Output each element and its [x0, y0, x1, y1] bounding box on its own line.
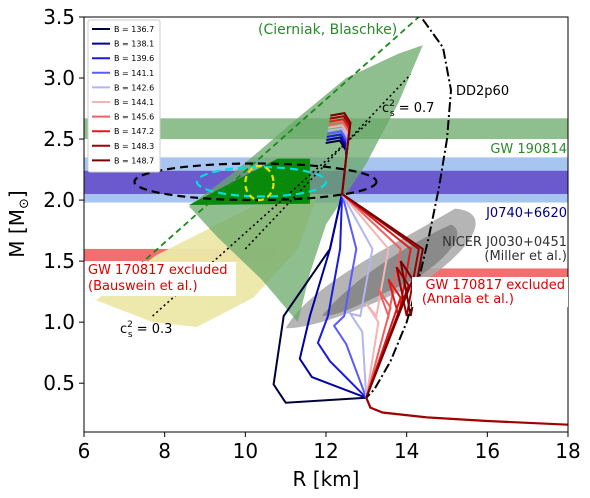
ellipse-cyan: [195, 166, 328, 198]
legend-label: B = 141.1: [114, 69, 154, 78]
curve-1441: [328, 124, 390, 398]
curve-1411: [327, 130, 368, 399]
annotation-gw170817-right-2: (Annala et al.): [422, 292, 514, 307]
curve-1381: [298, 136, 367, 399]
x-tick-label: 8: [158, 439, 171, 463]
y-tick-label: 1.0: [43, 310, 75, 334]
annotation-gw190814: GW 190814: [490, 142, 567, 157]
y-tick-label: 3.0: [43, 66, 75, 90]
x-axis-label: R [km]: [293, 467, 360, 491]
y-tick-label: 2.0: [43, 188, 75, 212]
legend: B = 136.7 B = 138.1 B = 139.6 B = 141.1 B = …: [87, 19, 161, 173]
legend-label: B = 144.1: [114, 98, 154, 107]
curve-dd2p60: [365, 18, 453, 399]
line-cs2-03: [152, 120, 371, 317]
axes: 6 8 10 12 14 16 18 0.5 1.0 1.5 2.0 2.5 3.0 3.5: [43, 5, 581, 463]
y-tick-label: 2.5: [43, 127, 75, 151]
y-tick-label: 3.5: [43, 5, 75, 29]
legend-label: B = 138.1: [114, 40, 154, 49]
annotation-j0740: J0740+6620: [485, 206, 567, 221]
annotation-cierniak: (Cierniak, Blaschke): [258, 22, 397, 38]
x-tick-label: 6: [78, 439, 91, 463]
curve-1487: [330, 111, 424, 399]
annotation-dd2p60: DD2p60: [456, 84, 509, 99]
x-tick-label: 10: [233, 439, 258, 463]
legend-label: B = 142.6: [114, 83, 154, 92]
curve-1426: [327, 127, 374, 398]
annotation-cs07: c2 s = 0.7: [382, 99, 434, 119]
annotation-bg-right: [412, 277, 568, 307]
legend-label: B = 148.7: [114, 156, 154, 165]
annotation-gw170817-right-1: GW 170817 excluded: [425, 278, 565, 293]
legend-label: B = 148.3: [114, 142, 154, 151]
curve-1396: [316, 133, 368, 399]
line-cs2-07: [244, 73, 412, 250]
annotation-gw170817-left-1: GW 170817 excluded: [88, 263, 228, 278]
plot-content: [84, 17, 568, 426]
x-tick-label: 12: [313, 439, 338, 463]
curve-1472: [329, 118, 412, 399]
line-causal-limit: [115, 17, 420, 287]
legend-label: B = 139.6: [114, 54, 154, 63]
annotation-nicer-1: NICER J0030+0451: [442, 235, 567, 250]
region-nicer-inner: [321, 224, 458, 317]
annotations: (Cierniak, Blaschke) DD2p60 c2 s = 0.7 c2…: [86, 22, 568, 340]
y-axis-label: M [M⊙]: [5, 190, 32, 257]
legend-label: B = 136.7: [114, 25, 154, 34]
annotation-cs03: c2 s = 0.3: [120, 320, 172, 340]
x-tick-label: 18: [555, 439, 580, 463]
legend-label: B = 145.6: [114, 113, 154, 122]
ellipse-yellow: [244, 164, 275, 202]
x-tick-label: 14: [394, 439, 419, 463]
annotation-nicer-2: (Miller et al.): [484, 249, 567, 264]
curve-crust: [365, 397, 568, 426]
curve-1456: [328, 121, 402, 399]
annotation-gw170817-left-2: (Bauswein et al.): [88, 279, 198, 294]
band-gw170817-right: [398, 268, 568, 280]
x-tick-label: 16: [475, 439, 500, 463]
annotation-bg-left: [86, 262, 236, 296]
legend-label: B = 147.2: [114, 127, 154, 136]
y-tick-label: 1.5: [43, 249, 75, 273]
ellipse-black: [133, 162, 378, 202]
plot-area: [84, 17, 568, 426]
y-tick-label: 0.5: [43, 371, 75, 395]
